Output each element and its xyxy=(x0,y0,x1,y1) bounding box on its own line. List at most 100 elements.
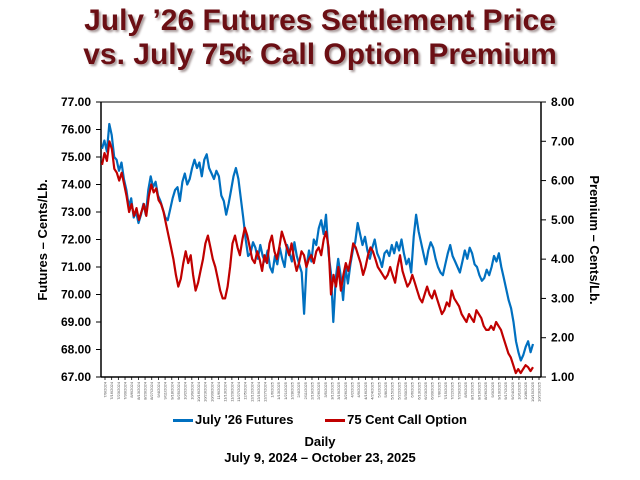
y-left-tick-label: 67.00 xyxy=(61,370,91,384)
x-tick-label: 4/2/2025 xyxy=(350,381,355,397)
x-tick-label: 12/19/2024 xyxy=(256,381,261,402)
x-tick-label: 7/16/2024 xyxy=(109,381,114,400)
y-right-tick-label: 1.00 xyxy=(551,370,575,384)
y-left-tick-label: 68.00 xyxy=(61,343,91,357)
x-tick-label: 8/5/2025 xyxy=(463,381,468,397)
x-tick-label: 4/24/2025 xyxy=(370,381,375,400)
x-tick-label: 5/15/2025 xyxy=(390,381,395,400)
x-tick-label: 10/23/2025 xyxy=(537,381,542,402)
x-tick-label: 11/6/2024 xyxy=(216,381,221,399)
x-tick-label: 8/19/2025 xyxy=(476,381,481,400)
y-right-tick-label: 7.00 xyxy=(551,134,575,148)
x-tick-label: 8/12/2025 xyxy=(470,381,475,400)
x-tick-label: 9/24/2025 xyxy=(510,381,515,400)
x-tick-label: 11/20/2024 xyxy=(229,381,234,401)
x-tick-label: 5/8/2025 xyxy=(383,381,388,397)
x-tick-label: 6/30/2025 xyxy=(430,381,435,400)
x-tick-label: 6/23/2025 xyxy=(423,381,428,400)
y-right-tick-label: 2.00 xyxy=(551,331,575,345)
x-tick-label: 7/8/2025 xyxy=(436,381,441,397)
y-left-tick-label: 77.00 xyxy=(61,95,91,109)
x-tick-label: 12/5/2024 xyxy=(243,381,248,400)
x-tick-label: 1/21/2025 xyxy=(283,381,288,400)
legend-label-futures: July '26 Futures xyxy=(195,412,294,427)
x-tick-label: 5/1/2025 xyxy=(376,381,381,397)
x-tick-label: 8/20/2024 xyxy=(143,381,148,400)
y-right-tick-label: 3.00 xyxy=(551,291,575,305)
x-tick-label: 7/22/2025 xyxy=(450,381,455,400)
x-tick-label: 7/9/2024 xyxy=(103,381,108,397)
x-tick-label: 2/19/2025 xyxy=(309,381,314,400)
x-tick-label: 1/6/2025 xyxy=(269,381,274,397)
x-tick-label: 9/10/2025 xyxy=(496,381,501,400)
axes: 77.00 76.00 75.00 74.00 73.00 72.00 71.00 70.00… xyxy=(61,95,575,384)
y-left-tick-label: 69.00 xyxy=(61,315,91,329)
y-left-tick-label: 73.00 xyxy=(61,205,91,219)
x-tick-label: 10/15/2025 xyxy=(530,381,535,402)
x-tick-label: 10/9/2024 xyxy=(189,381,194,400)
x-tick-label: 11/13/2024 xyxy=(223,381,228,401)
x-axis-ticks: 7/9/2024 7/16/2024 7/23/2024 7/30/2024 8/6/2… xyxy=(103,377,542,402)
x-tick-label: 10/1/2025 xyxy=(516,381,521,400)
series-lines xyxy=(100,122,535,375)
x-tick-label: 12/27/2024 xyxy=(263,381,268,402)
y-right-tick-label: 8.00 xyxy=(551,95,575,109)
x-tick-label: 2/26/2025 xyxy=(316,381,321,400)
x-tick-label: 12/12/2024 xyxy=(249,381,254,402)
y-axis-right-title: Premium – Cents/Lb. xyxy=(587,175,602,304)
x-tick-label: 10/8/2025 xyxy=(523,381,528,400)
series-line-call-option xyxy=(100,140,534,375)
y-left-tick-label: 75.00 xyxy=(61,150,91,164)
y-right-tick-label: 6.00 xyxy=(551,174,575,188)
x-tick-label: 10/2/2024 xyxy=(183,381,188,400)
x-tick-label: 3/5/2025 xyxy=(323,381,328,397)
x-tick-label: 8/26/2025 xyxy=(483,381,488,400)
x-tick-label: 2/4/2025 xyxy=(296,381,301,397)
x-tick-label: 9/3/2025 xyxy=(490,381,495,397)
x-tick-label: 6/6/2025 xyxy=(410,381,415,397)
x-tick-label: 1/28/2025 xyxy=(289,381,294,400)
x-tick-label: 4/9/2025 xyxy=(356,381,361,397)
x-tick-label: 9/18/2024 xyxy=(169,381,174,400)
y-left-tick-label: 72.00 xyxy=(61,233,91,247)
legend-item-futures: July '26 Futures xyxy=(173,412,293,427)
x-tick-label: 7/15/2025 xyxy=(443,381,448,400)
x-tick-label: 4/16/2025 xyxy=(363,381,368,400)
x-tick-label: 3/26/2025 xyxy=(343,381,348,400)
x-tick-label: 5/22/2025 xyxy=(396,381,401,400)
x-tick-label: 5/30/2025 xyxy=(403,381,408,400)
x-tick-label: 2/11/2025 xyxy=(303,381,308,399)
x-tick-label: 9/4/2024 xyxy=(156,381,161,397)
x-tick-label: 10/30/2024 xyxy=(209,381,214,402)
x-tick-label: 3/19/2025 xyxy=(336,381,341,400)
y-left-tick-label: 71.00 xyxy=(61,260,91,274)
y-right-tick-label: 5.00 xyxy=(551,213,575,227)
chart-title-line2: vs. July 75¢ Call Option Premium xyxy=(83,38,557,71)
series-line-futures xyxy=(100,122,535,362)
x-tick-label: 7/29/2025 xyxy=(456,381,461,400)
y-left-tick-label: 76.00 xyxy=(61,123,91,137)
x-tick-label: 3/12/2025 xyxy=(330,381,335,400)
x-tick-label: 9/11/2024 xyxy=(163,381,168,399)
legend-item-call-option: 75 Cent Call Option xyxy=(325,412,467,427)
y-axis-left-title: Futures – Cents/Lb. xyxy=(35,179,50,300)
x-tick-label: 10/23/2024 xyxy=(203,381,208,402)
x-tick-label: 10/16/2024 xyxy=(196,381,201,402)
x-tick-label: 7/30/2024 xyxy=(123,381,128,400)
x-tick-label: 9/25/2024 xyxy=(176,381,181,400)
legend-swatch-call-option xyxy=(325,419,346,423)
x-tick-label: 9/17/2025 xyxy=(503,381,508,400)
x-tick-label: 8/13/2024 xyxy=(136,381,141,400)
legend: July '26 Futures 75 Cent Call Option xyxy=(0,412,640,427)
x-tick-label: 7/23/2024 xyxy=(116,381,121,400)
chart-title-line1: July ’26 Futures Settlement Price xyxy=(84,4,556,37)
x-tick-label: 6/13/2025 xyxy=(416,381,421,400)
y-left-tick-label: 74.00 xyxy=(61,178,91,192)
y-right-tick-label: 4.00 xyxy=(551,252,575,266)
x-axis-title: Daily xyxy=(304,434,336,449)
x-tick-label: 8/6/2024 xyxy=(129,381,134,397)
x-tick-label: 11/27/2024 xyxy=(236,381,241,401)
legend-swatch-futures xyxy=(173,419,193,423)
legend-label-call-option: 75 Cent Call Option xyxy=(347,412,467,427)
date-range: July 9, 2024 – October 23, 2025 xyxy=(224,450,416,465)
